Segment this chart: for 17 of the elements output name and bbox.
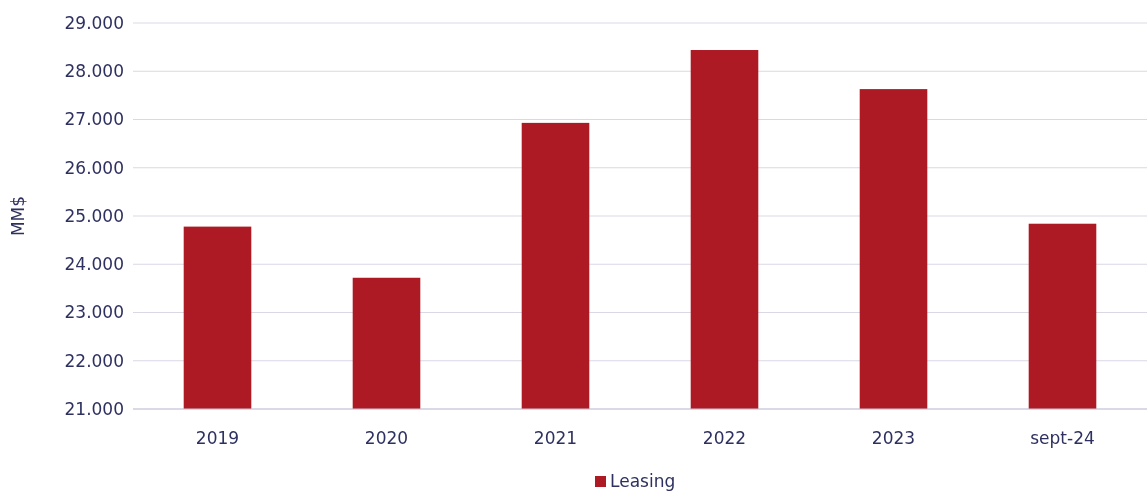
x-tick-label: 2021 [533,428,578,448]
x-tick-label: 2019 [195,428,240,448]
x-tick-label: 2020 [364,428,409,448]
x-tick-label: 2023 [871,428,916,448]
y-tick-label: 21.000 [64,398,124,419]
y-tick-label: 24.000 [64,254,124,275]
legend-label: Leasing [610,471,676,491]
y-axis-title: MM$ [8,195,28,237]
y-tick-label: 22.000 [64,350,124,371]
y-tick-label: 26.000 [64,157,124,178]
x-tick-label: sept-24 [1030,428,1095,448]
y-tick-label: 27.000 [64,109,124,130]
y-tick-label: 25.000 [64,205,124,226]
y-tick-label: 29.000 [64,12,124,33]
y-tick-label: 23.000 [64,302,124,323]
x-tick-label: 2022 [702,428,747,448]
y-tick-label: 28.000 [64,61,124,82]
